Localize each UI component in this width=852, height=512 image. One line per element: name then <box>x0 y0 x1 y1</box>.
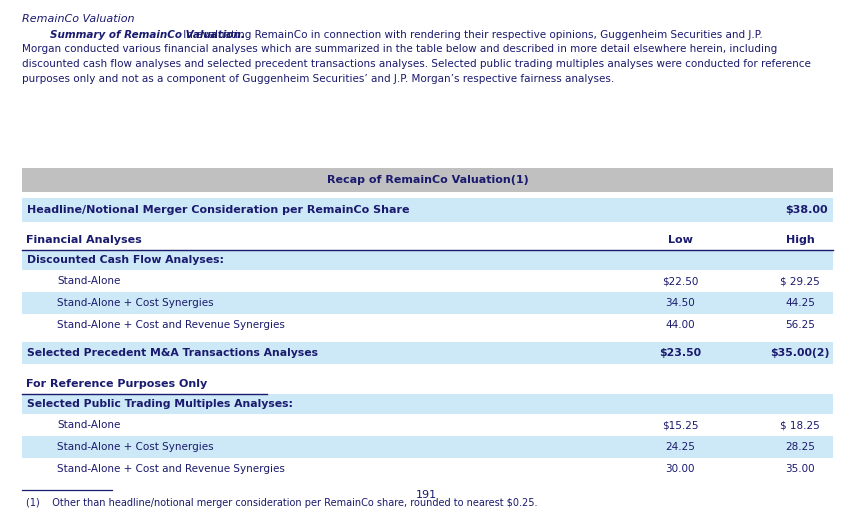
Text: $35.00(2): $35.00(2) <box>769 348 829 358</box>
Text: Stand-Alone + Cost and Revenue Synergies: Stand-Alone + Cost and Revenue Synergies <box>57 464 285 474</box>
Text: 35.00: 35.00 <box>785 464 814 474</box>
Text: 191: 191 <box>416 490 436 500</box>
Bar <box>22 342 832 364</box>
Text: $15.25: $15.25 <box>661 420 698 430</box>
Text: Stand-Alone + Cost and Revenue Synergies: Stand-Alone + Cost and Revenue Synergies <box>57 320 285 330</box>
Text: High: High <box>785 235 814 245</box>
Text: $ 18.25: $ 18.25 <box>780 420 819 430</box>
Text: In evaluating RemainCo in connection with rendering their respective opinions, G: In evaluating RemainCo in connection wit… <box>181 30 763 40</box>
Text: Selected Public Trading Multiples Analyses:: Selected Public Trading Multiples Analys… <box>27 399 292 409</box>
Text: purposes only and not as a component of Guggenheim Securities’ and J.P. Morgan’s: purposes only and not as a component of … <box>22 74 613 83</box>
Bar <box>22 314 832 336</box>
Text: discounted cash flow analyses and selected precedent transactions analyses. Sele: discounted cash flow analyses and select… <box>22 59 810 69</box>
Bar <box>22 270 832 292</box>
Text: Low: Low <box>667 235 692 245</box>
Text: $ 29.25: $ 29.25 <box>780 276 819 286</box>
Text: $22.50: $22.50 <box>661 276 698 286</box>
Text: $23.50: $23.50 <box>658 348 700 358</box>
Text: (1)    Other than headline/notional merger consideration per RemainCo share, rou: (1) Other than headline/notional merger … <box>26 498 537 508</box>
Text: Stand-Alone: Stand-Alone <box>57 420 120 430</box>
Bar <box>22 168 832 192</box>
Text: 44.25: 44.25 <box>784 298 814 308</box>
Text: Stand-Alone: Stand-Alone <box>57 276 120 286</box>
Text: Discounted Cash Flow Analyses:: Discounted Cash Flow Analyses: <box>27 255 224 265</box>
Text: 56.25: 56.25 <box>784 320 814 330</box>
Text: Selected Precedent M&A Transactions Analyses: Selected Precedent M&A Transactions Anal… <box>27 348 318 358</box>
Bar <box>22 198 832 222</box>
Text: $38.00: $38.00 <box>785 205 827 215</box>
Text: Headline/Notional Merger Consideration per RemainCo Share: Headline/Notional Merger Consideration p… <box>27 205 409 215</box>
Text: 30.00: 30.00 <box>665 464 694 474</box>
Text: Recap of RemainCo Valuation(1): Recap of RemainCo Valuation(1) <box>326 175 527 185</box>
Text: Summary of RemainCo Valuation.: Summary of RemainCo Valuation. <box>50 30 245 40</box>
Text: 34.50: 34.50 <box>665 298 694 308</box>
Bar <box>22 394 832 414</box>
Text: 24.25: 24.25 <box>665 442 694 452</box>
Text: Stand-Alone + Cost Synergies: Stand-Alone + Cost Synergies <box>57 442 213 452</box>
Text: For Reference Purposes Only: For Reference Purposes Only <box>26 379 207 389</box>
Bar <box>22 292 832 314</box>
Bar <box>22 414 832 436</box>
Text: RemainCo Valuation: RemainCo Valuation <box>22 14 135 24</box>
Bar <box>22 436 832 458</box>
Bar <box>22 250 832 270</box>
Text: 44.00: 44.00 <box>665 320 694 330</box>
Bar <box>22 458 832 480</box>
Text: Morgan conducted various financial analyses which are summarized in the table be: Morgan conducted various financial analy… <box>22 45 776 54</box>
Text: 28.25: 28.25 <box>784 442 814 452</box>
Text: Stand-Alone + Cost Synergies: Stand-Alone + Cost Synergies <box>57 298 213 308</box>
Text: Financial Analyses: Financial Analyses <box>26 235 141 245</box>
